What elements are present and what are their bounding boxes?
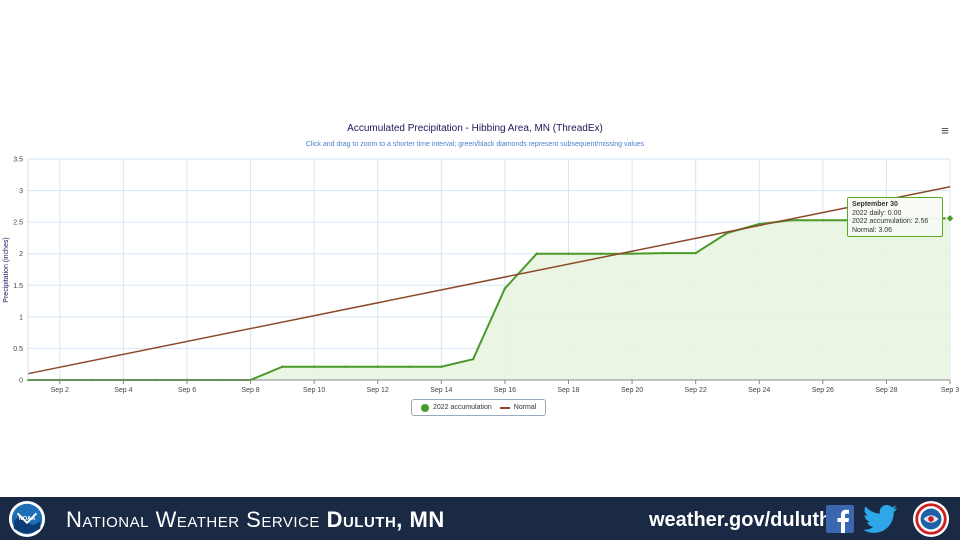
x-tick-label: Sep 24 [748, 387, 770, 394]
accumulation-point [535, 252, 538, 255]
hover-marker-diamond [945, 213, 955, 224]
tooltip-normal: Normal: 3.06 [852, 226, 893, 234]
x-tick-label: Sep 3 [941, 387, 959, 394]
y-tick-label: 1 [19, 314, 23, 321]
legend-item-normal[interactable]: Normal [499, 404, 537, 411]
twitter-icon[interactable] [864, 505, 898, 533]
legend-label-accumulation: 2022 accumulation [433, 404, 492, 411]
x-tick-label: Sep 4 [114, 387, 132, 394]
accumulation-point [630, 252, 634, 255]
y-tick-label: 1.5 [13, 283, 23, 290]
accumulation-point [440, 365, 443, 368]
legend-label-normal: Normal [513, 404, 537, 411]
chart-tooltip: September 30 2022 daily: 0.00 2022 accum… [847, 197, 943, 237]
y-tick-label: 0 [19, 378, 23, 385]
chart-legend: 2022 accumulation Normal [411, 399, 547, 416]
hamburger-menu-icon[interactable]: ≡ [941, 123, 949, 138]
x-tick-label: Sep 18 [557, 387, 579, 394]
svg-text:NOAA: NOAA [19, 516, 36, 522]
accumulation-point [503, 287, 507, 290]
accumulation-point [599, 252, 602, 255]
y-tick-label: 3.5 [13, 157, 23, 164]
tooltip-daily: 2022 daily: 0.00 [852, 209, 902, 217]
accumulation-point [376, 365, 379, 368]
x-tick-label: Sep 20 [621, 387, 643, 394]
accumulation-point [344, 365, 348, 368]
accumulation-point [694, 251, 697, 255]
accumulation-point [471, 357, 475, 361]
x-tick-label: Sep 16 [494, 387, 516, 394]
x-tick-label: Sep 10 [303, 387, 325, 394]
footer-org-name: National Weather Service [66, 507, 320, 532]
accumulation-point [281, 365, 284, 368]
brown-line-icon [499, 406, 510, 409]
footer-url-link[interactable]: weather.gov/duluth [649, 509, 832, 531]
footer-office-name: Duluth, MN [326, 507, 445, 532]
x-tick-label: Sep 6 [178, 387, 196, 394]
accumulation-point [662, 251, 666, 255]
accumulation-point [312, 365, 316, 368]
normal-line [27, 186, 951, 375]
footer-title: National Weather Service Duluth, MN [66, 505, 445, 535]
accumulation-point [408, 365, 411, 368]
chart-subtitle: Click and drag to zoom to a shorter time… [305, 141, 645, 148]
x-tick-label: Sep 26 [812, 387, 834, 394]
y-axis-label: Precipitation (inches) [3, 237, 10, 302]
x-tick-label: Sep 2 [51, 387, 69, 394]
x-tick-label: Sep 8 [241, 387, 259, 394]
legend-item-accumulation[interactable]: 2022 accumulation [421, 403, 492, 412]
tooltip-date: September 30 [852, 201, 898, 208]
y-tick-label: 0.5 [13, 346, 23, 353]
green-dot-icon [421, 403, 429, 412]
axes: 0 0.5 1 1.5 2 2.5 3 3.5 Sep 2 Sep 4 Sep 6 Sep 8 Sep … [13, 157, 959, 395]
chart-plot[interactable]: 0 0.5 1 1.5 2 2.5 3 3.5 Sep 2 Sep 4 Sep 6 Sep 8 Sep … [0, 0, 960, 400]
x-tick-label: Sep 12 [367, 387, 389, 394]
x-tick-label: Sep 14 [430, 387, 452, 394]
facebook-icon[interactable] [826, 505, 854, 533]
y-tick-label: 3 [19, 188, 23, 195]
accumulation-point [821, 219, 825, 222]
tooltip-accumulation: 2022 accumulation: 2.56 [852, 218, 929, 226]
x-tick-label: Sep 28 [875, 387, 897, 394]
chart-title: Accumulated Precipitation - Hibbing Area… [347, 123, 603, 134]
y-tick-label: 2 [19, 251, 23, 258]
footer-bar [0, 497, 960, 540]
noaa-logo: NOAA [8, 500, 46, 538]
accumulation-area [28, 218, 950, 380]
y-tick-label: 2.5 [13, 220, 23, 227]
accumulation-point [567, 252, 570, 255]
nws-logo [912, 500, 950, 538]
series [26, 186, 955, 382]
x-tick-label: Sep 22 [685, 387, 707, 394]
